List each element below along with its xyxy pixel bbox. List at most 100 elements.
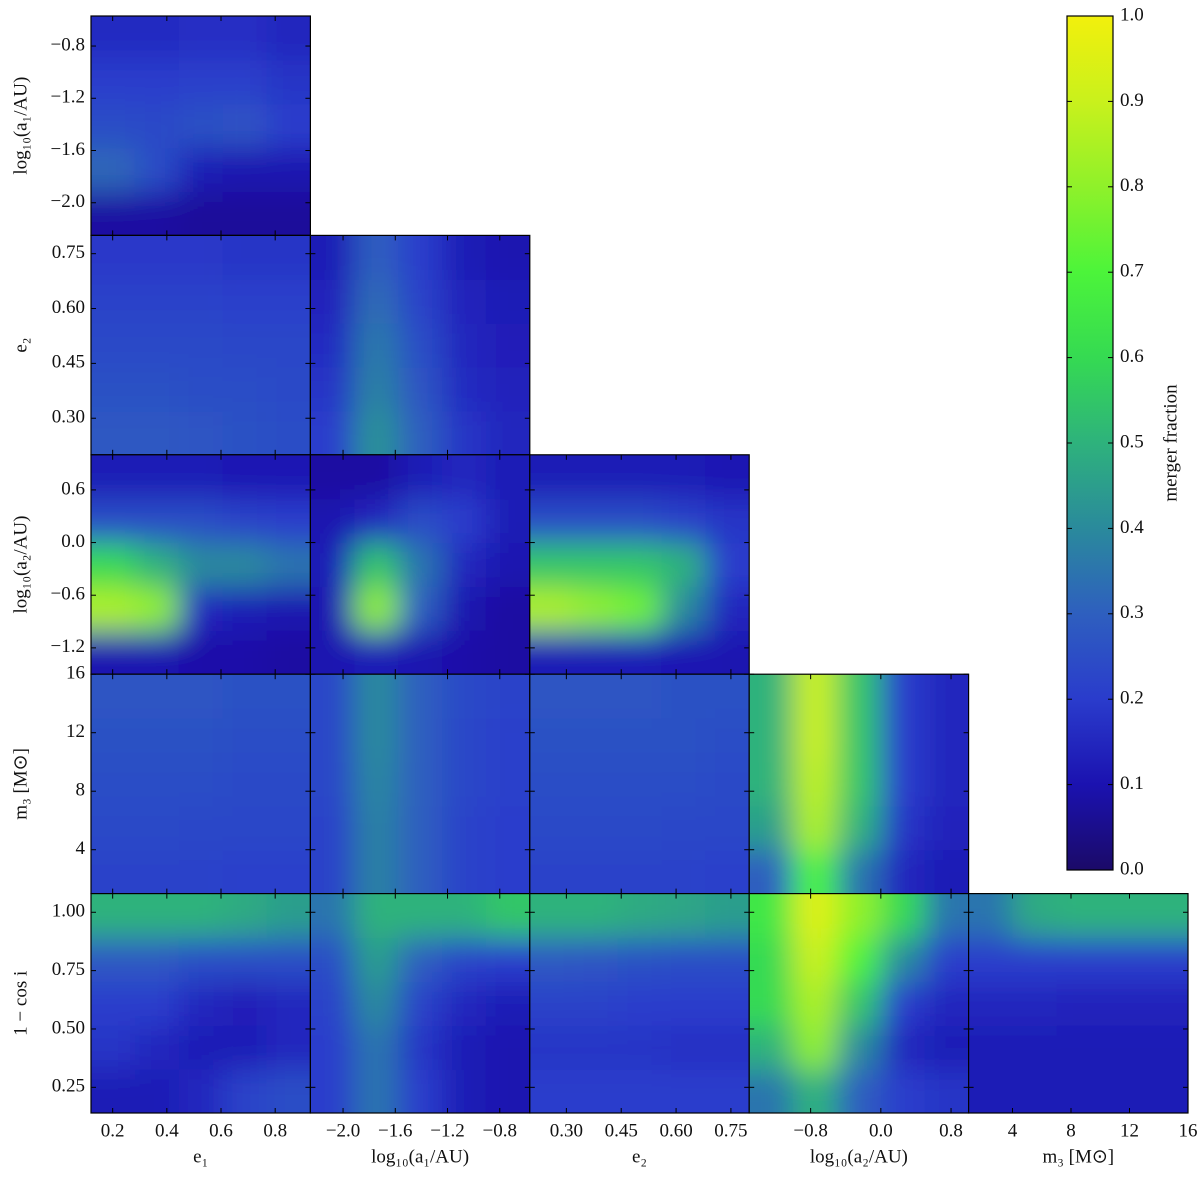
heatmap-cell — [793, 1069, 838, 1113]
heatmap-cell — [442, 498, 487, 544]
colorbar-tick-label: 0.0 — [1120, 858, 1144, 879]
heatmap — [968, 893, 1188, 1113]
panel — [91, 235, 311, 455]
heatmap-cell — [134, 893, 180, 939]
heatmap-cell — [134, 191, 180, 236]
heatmap-cell — [617, 981, 663, 1026]
heatmap-cell — [134, 542, 180, 588]
heatmap-cell — [705, 937, 750, 982]
heatmap-cell — [661, 674, 706, 719]
heatmap-cell — [354, 542, 399, 588]
heatmap — [91, 893, 311, 1113]
heatmap-cell — [222, 454, 268, 500]
heatmap-cell — [529, 630, 575, 675]
panel — [310, 893, 530, 1113]
heatmap-cell — [793, 893, 838, 939]
heatmap-cell — [793, 937, 838, 982]
heatmap — [91, 235, 311, 455]
heatmap-cell — [442, 367, 487, 412]
heatmap-cell — [661, 718, 706, 763]
panel — [310, 674, 530, 894]
heatmap-cell — [485, 586, 530, 631]
heatmap-cell — [354, 235, 399, 280]
heatmap-cell — [749, 893, 794, 939]
heatmap-cell — [222, 674, 268, 719]
heatmap-cell — [310, 674, 355, 719]
heatmap-cell — [134, 59, 180, 105]
heatmap-cell — [91, 498, 136, 544]
heatmap-cell — [134, 323, 180, 368]
x-tick-label: −0.8 — [483, 1120, 517, 1141]
heatmap-cell — [134, 279, 180, 324]
heatmap-cell — [529, 849, 575, 894]
heatmap-cell — [354, 981, 399, 1026]
heatmap-cell — [354, 761, 399, 807]
heatmap-cell — [91, 103, 136, 149]
heatmap-cell — [573, 498, 619, 544]
heatmap-cell — [793, 674, 838, 719]
heatmap-cell — [442, 674, 487, 719]
heatmap — [91, 674, 311, 894]
heatmap-cell — [266, 849, 311, 894]
heatmap-cell — [310, 630, 355, 675]
heatmap-cell — [529, 586, 575, 631]
x-tick-label: −2.0 — [326, 1120, 360, 1141]
heatmap-cell — [793, 805, 838, 851]
heatmap-cell — [442, 630, 487, 675]
heatmap-cell — [134, 103, 180, 149]
heatmap-cell — [705, 454, 750, 500]
heatmap-cell — [310, 323, 355, 368]
heatmap-cell — [529, 498, 575, 544]
heatmap-cell — [398, 323, 443, 368]
heatmap-cell — [310, 937, 355, 982]
heatmap-cell — [573, 586, 619, 631]
heatmap-cell — [178, 849, 224, 894]
heatmap-cell — [968, 937, 1014, 982]
heatmap-cell — [1100, 937, 1145, 982]
heatmap-cell — [705, 893, 750, 939]
heatmap-cell — [705, 805, 750, 851]
x-tick-label: 0.60 — [659, 1120, 692, 1141]
heatmap-cell — [266, 718, 311, 763]
heatmap-cell — [134, 454, 180, 500]
heatmap-cell — [354, 279, 399, 324]
heatmap-cell — [1056, 981, 1101, 1026]
heatmap-cell — [178, 323, 224, 368]
heatmap-cell — [354, 498, 399, 544]
heatmap-cell — [529, 805, 575, 851]
heatmap-cell — [573, 718, 619, 763]
heatmap-cell — [134, 586, 180, 631]
heatmap-cell — [968, 1069, 1014, 1113]
y-tick-label: 12 — [66, 721, 85, 742]
heatmap — [310, 674, 530, 894]
heatmap-cell — [134, 849, 180, 894]
heatmap-cell — [310, 1069, 355, 1113]
heatmap-cell — [968, 893, 1014, 939]
heatmap-cell — [793, 981, 838, 1026]
heatmap-cell — [1012, 937, 1057, 982]
heatmap-cell — [266, 498, 311, 544]
heatmap-cell — [310, 279, 355, 324]
x-tick-label: 16 — [1179, 1120, 1198, 1141]
heatmap-cell — [1100, 1025, 1145, 1070]
heatmap-cell — [398, 937, 443, 982]
heatmap — [529, 674, 750, 894]
colorbar-label: merger fraction — [1160, 384, 1181, 502]
heatmap-cell — [485, 849, 530, 894]
heatmap-cell — [836, 849, 882, 894]
heatmap-cell — [442, 893, 487, 939]
heatmap-cell — [573, 849, 619, 894]
heatmap-cell — [354, 718, 399, 763]
y-tick-label: 0.45 — [52, 352, 85, 373]
heatmap-cell — [573, 761, 619, 807]
heatmap-cell — [924, 805, 969, 851]
heatmap-cell — [266, 542, 311, 588]
panel — [749, 893, 969, 1113]
heatmap-cell — [310, 718, 355, 763]
y-tick-label: 0.0 — [61, 531, 85, 552]
heatmap-cell — [924, 981, 969, 1026]
heatmap-cell — [749, 1025, 794, 1070]
heatmap-cell — [749, 1069, 794, 1113]
heatmap-cell — [1144, 937, 1188, 982]
heatmap-cell — [178, 498, 224, 544]
